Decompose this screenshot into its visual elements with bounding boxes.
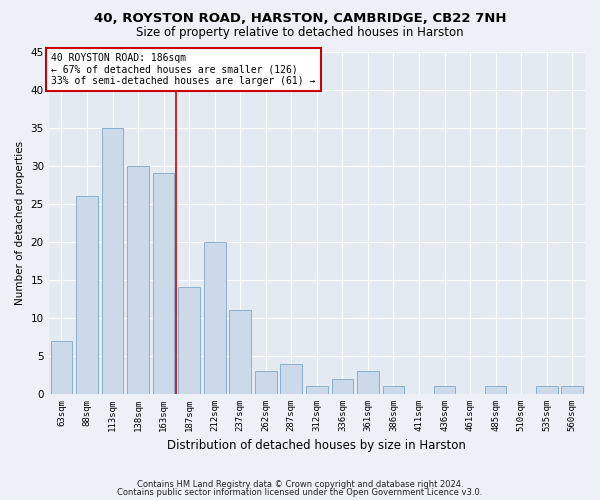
Bar — [562, 386, 583, 394]
Bar — [536, 386, 557, 394]
Text: 40 ROYSTON ROAD: 186sqm
← 67% of detached houses are smaller (126)
33% of semi-d: 40 ROYSTON ROAD: 186sqm ← 67% of detache… — [52, 53, 316, 86]
Bar — [101, 128, 124, 394]
Y-axis label: Number of detached properties: Number of detached properties — [15, 140, 25, 305]
Bar — [127, 166, 149, 394]
Bar — [178, 288, 200, 394]
Bar — [153, 174, 175, 394]
Text: Contains HM Land Registry data © Crown copyright and database right 2024.: Contains HM Land Registry data © Crown c… — [137, 480, 463, 489]
Text: 40, ROYSTON ROAD, HARSTON, CAMBRIDGE, CB22 7NH: 40, ROYSTON ROAD, HARSTON, CAMBRIDGE, CB… — [94, 12, 506, 26]
Bar — [50, 341, 72, 394]
Text: Contains public sector information licensed under the Open Government Licence v3: Contains public sector information licen… — [118, 488, 482, 497]
Text: Size of property relative to detached houses in Harston: Size of property relative to detached ho… — [136, 26, 464, 39]
Bar — [332, 379, 353, 394]
Bar — [255, 371, 277, 394]
Bar — [357, 371, 379, 394]
Bar — [229, 310, 251, 394]
Bar — [76, 196, 98, 394]
X-axis label: Distribution of detached houses by size in Harston: Distribution of detached houses by size … — [167, 440, 466, 452]
Bar — [383, 386, 404, 394]
Bar — [306, 386, 328, 394]
Bar — [204, 242, 226, 394]
Bar — [485, 386, 506, 394]
Bar — [280, 364, 302, 394]
Bar — [434, 386, 455, 394]
